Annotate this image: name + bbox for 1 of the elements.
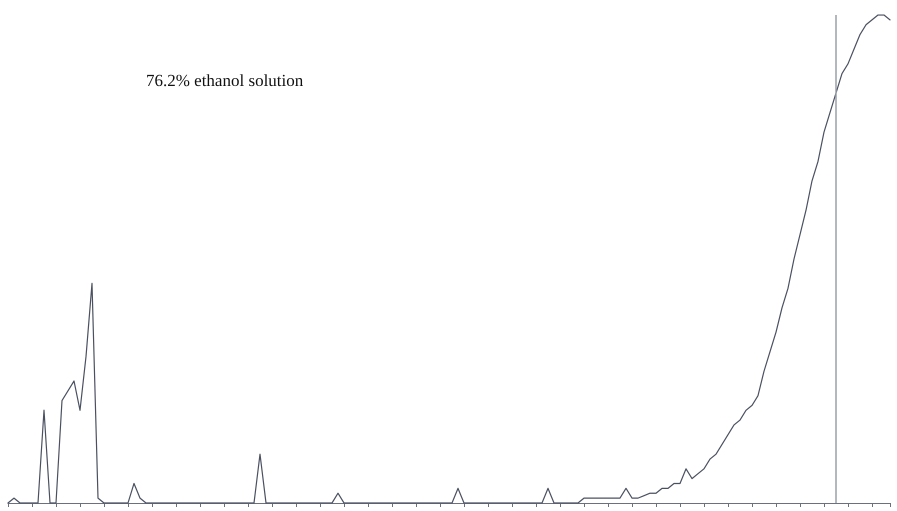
- annotation: 76.2% ethanol solution: [146, 71, 304, 90]
